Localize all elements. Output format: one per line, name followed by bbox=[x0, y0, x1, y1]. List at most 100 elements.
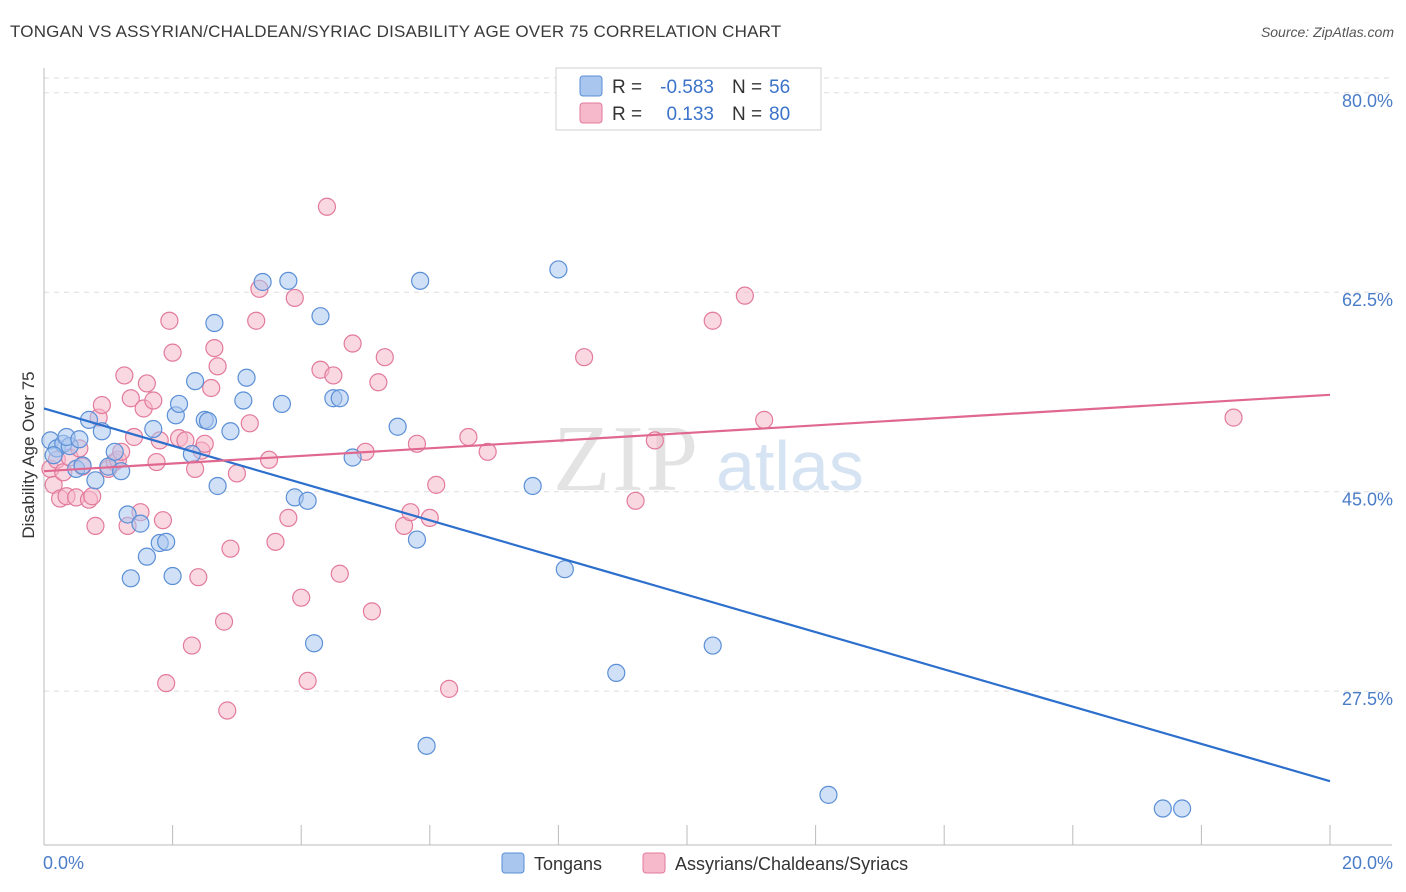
point-tongans bbox=[279, 271, 298, 290]
point-tongans bbox=[205, 313, 224, 333]
point-tongans bbox=[272, 394, 292, 414]
point-assyrians bbox=[369, 373, 388, 392]
legend-r-value-2: 0.133 bbox=[666, 104, 714, 125]
legend-swatch-assyrians bbox=[579, 102, 603, 124]
point-assyrians bbox=[330, 564, 349, 583]
point-assyrians bbox=[153, 511, 173, 530]
point-assyrians bbox=[240, 414, 259, 433]
x-tick-label-max: 20.0% bbox=[1342, 853, 1393, 873]
point-tongans bbox=[137, 547, 156, 566]
point-tongans bbox=[186, 372, 205, 391]
point-tongans bbox=[411, 271, 430, 290]
trendline-assyrians bbox=[43, 393, 1331, 473]
point-tongans bbox=[105, 442, 124, 461]
y-tick-labels: 27.5% 45.0% 62.5% 80.0% bbox=[1342, 91, 1393, 709]
point-tongans bbox=[523, 476, 542, 496]
legend-r-value-1: -0.583 bbox=[660, 77, 714, 98]
point-assyrians bbox=[92, 395, 111, 415]
point-assyrians bbox=[755, 410, 774, 429]
point-assyrians bbox=[343, 334, 362, 353]
point-assyrians bbox=[439, 679, 459, 698]
point-assyrians bbox=[375, 348, 394, 367]
bottom-legend-label-tongans: Tongans bbox=[534, 854, 602, 874]
point-assyrians bbox=[362, 602, 382, 621]
point-assyrians bbox=[292, 588, 311, 607]
point-assyrians bbox=[144, 391, 163, 410]
point-assyrians bbox=[218, 701, 237, 720]
chart-title: TONGAN VS ASSYRIAN/CHALDEAN/SYRIAC DISAB… bbox=[10, 22, 782, 41]
point-tongans bbox=[330, 389, 349, 408]
point-tongans bbox=[169, 394, 189, 414]
watermark-atlas: atlas bbox=[716, 427, 864, 505]
point-assyrians bbox=[157, 674, 176, 693]
y-tick-label: 62.5% bbox=[1342, 290, 1393, 310]
point-tongans bbox=[555, 560, 574, 579]
point-tongans bbox=[304, 634, 324, 653]
point-assyrians bbox=[427, 475, 446, 494]
point-tongans bbox=[298, 491, 317, 510]
watermark-zip: ZIP bbox=[553, 407, 700, 511]
point-tongans bbox=[44, 446, 63, 465]
point-assyrians bbox=[324, 366, 343, 385]
y-axis-label: Disability Age Over 75 bbox=[19, 371, 38, 538]
point-tongans bbox=[407, 530, 427, 549]
point-assyrians bbox=[214, 612, 234, 631]
point-tongans bbox=[388, 417, 407, 436]
point-assyrians bbox=[285, 288, 304, 308]
point-tongans bbox=[163, 566, 182, 586]
point-tongans bbox=[157, 532, 176, 551]
legend-n-label-1: N = bbox=[732, 77, 762, 98]
legend-r-label-2: R = bbox=[612, 104, 642, 125]
point-tongans bbox=[1173, 799, 1192, 818]
point-tongans bbox=[1153, 799, 1172, 818]
legend-swatch-tongans bbox=[579, 75, 603, 97]
legend-n-label-2: N = bbox=[732, 104, 762, 125]
point-tongans bbox=[144, 419, 163, 439]
y-tick-label: 45.0% bbox=[1342, 490, 1393, 510]
point-tongans bbox=[221, 422, 240, 441]
legend-n-value-1: 56 bbox=[769, 77, 790, 98]
correlation-legend: R = -0.583 N = 56 R = 0.133 N = 80 bbox=[555, 67, 822, 131]
point-assyrians bbox=[115, 366, 134, 385]
point-assyrians bbox=[459, 427, 478, 447]
point-assyrians bbox=[208, 357, 227, 376]
y-tick-label: 27.5% bbox=[1342, 689, 1393, 709]
point-assyrians bbox=[182, 636, 201, 655]
point-assyrians bbox=[317, 197, 337, 216]
point-assyrians bbox=[575, 348, 594, 367]
point-tongans bbox=[549, 260, 568, 279]
point-assyrians bbox=[163, 343, 182, 362]
point-assyrians bbox=[298, 671, 317, 690]
point-assyrians bbox=[202, 378, 221, 398]
point-assyrians bbox=[279, 508, 298, 528]
point-assyrians bbox=[121, 389, 140, 408]
point-tongans bbox=[131, 514, 150, 533]
series-assyrians-points bbox=[41, 197, 1243, 720]
point-tongans bbox=[73, 456, 92, 475]
point-assyrians bbox=[147, 452, 166, 472]
legend-r-label-1: R = bbox=[612, 77, 642, 98]
point-assyrians bbox=[83, 487, 102, 506]
point-tongans bbox=[417, 736, 436, 755]
point-tongans bbox=[253, 272, 272, 292]
point-assyrians bbox=[247, 311, 266, 330]
bottom-legend-swatch-tongans bbox=[501, 852, 525, 874]
point-assyrians bbox=[205, 338, 224, 358]
point-assyrians bbox=[266, 532, 285, 551]
point-assyrians bbox=[86, 516, 105, 535]
x-tick-labels: 0.0% 20.0% bbox=[43, 853, 1393, 873]
point-assyrians bbox=[1224, 408, 1243, 427]
point-assyrians bbox=[478, 442, 497, 461]
point-assyrians bbox=[221, 539, 240, 558]
point-tongans bbox=[208, 476, 227, 496]
point-assyrians bbox=[626, 491, 645, 510]
point-assyrians bbox=[735, 286, 754, 305]
source-credit: Source: ZipAtlas.com bbox=[1260, 24, 1394, 40]
point-tongans bbox=[703, 636, 722, 655]
axes bbox=[43, 68, 1392, 846]
point-tongans bbox=[607, 663, 626, 683]
legend-n-value-2: 80 bbox=[769, 104, 790, 125]
point-assyrians bbox=[227, 464, 246, 483]
point-assyrians bbox=[195, 434, 214, 453]
